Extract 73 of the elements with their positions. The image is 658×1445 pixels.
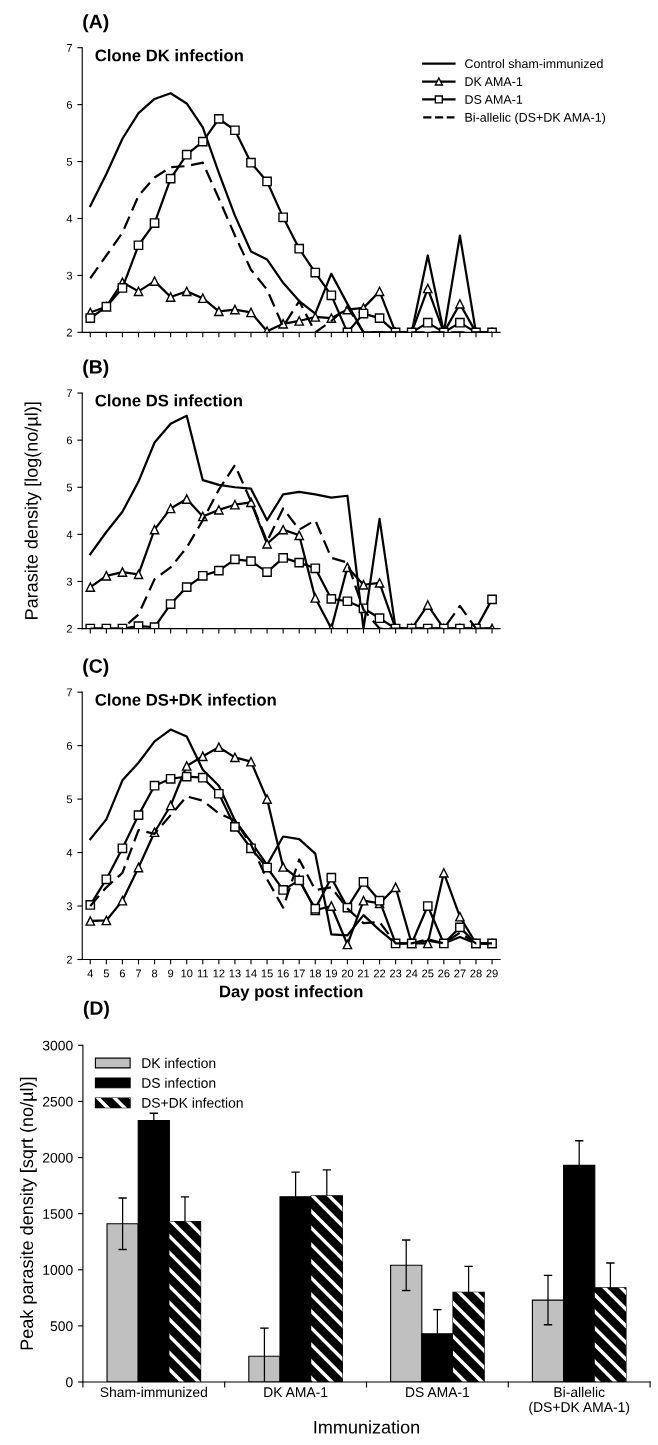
x-tick-label: 16 — [277, 969, 289, 978]
x-tick-label: 23 — [390, 969, 402, 978]
x-tick-label: 6 — [119, 969, 126, 978]
x-tick-label: 4 — [87, 969, 94, 978]
y-tick-label: 3 — [66, 902, 73, 911]
chart-subtitle: Clone DK infection — [95, 49, 243, 62]
legend-label: DS infection — [142, 1077, 216, 1088]
y-tick-label: 0 — [66, 1377, 73, 1388]
y-tick-label: 4 — [66, 214, 73, 223]
y-tick-label: 4 — [66, 530, 73, 539]
x-tick-label: 19 — [326, 969, 337, 978]
x-tick-label: 18 — [309, 969, 321, 978]
x-tick-label: Bi-allelic (DS+DK AMA-1) — [529, 1386, 630, 1415]
x-tick-label: 14 — [245, 969, 257, 978]
y-tick-label: 7 — [66, 688, 72, 697]
x-tick-label: 21 — [357, 969, 370, 978]
chart-title: (C) — [83, 658, 109, 677]
y-tick-label: 2 — [66, 328, 72, 337]
x-tick-label: 7 — [135, 969, 142, 978]
y-tick-label: 500 — [50, 1321, 73, 1332]
y-tick-label: 7 — [66, 44, 72, 52]
x-tick-label: 29 — [486, 969, 498, 978]
y-tick-label: 3 — [66, 577, 73, 586]
y-tick-label: 3 — [66, 271, 73, 280]
x-tick-label: 28 — [470, 969, 482, 978]
x-tick-label: 10 — [181, 969, 193, 978]
y-tick-label: 3000 — [42, 1040, 73, 1051]
legend-label: DS AMA-1 — [465, 95, 523, 104]
x-tick-label: 22 — [373, 969, 386, 978]
x-axis-title: Day post infection — [220, 985, 363, 1001]
x-tick-label: 5 — [103, 969, 109, 978]
legend-label: DK AMA-1 — [465, 77, 523, 86]
y-tick-label: 6 — [66, 436, 73, 445]
x-tick-label: 20 — [341, 969, 354, 978]
x-tick-label: 26 — [438, 969, 450, 978]
y-tick-label: 2 — [66, 955, 72, 964]
y-axis-title: Peak parasite density [sqrt (no/µl)] — [19, 1077, 37, 1350]
x-tick-label: 13 — [229, 969, 241, 978]
y-tick-label: 2500 — [42, 1096, 73, 1107]
y-tick-label: 5 — [66, 795, 73, 804]
y-tick-label: 7 — [66, 389, 72, 398]
chart-title: (D) — [83, 1000, 109, 1019]
y-tick-label: 1500 — [43, 1208, 73, 1219]
y-tick-label: 5 — [66, 483, 73, 492]
chart-subtitle: Clone DS infection — [95, 394, 242, 407]
x-tick-label: 17 — [293, 969, 305, 978]
y-axis-title: Parasite density [log(no/µl)] — [24, 402, 42, 619]
y-tick-label: 6 — [66, 741, 73, 750]
legend-label: Control sham-immunized — [465, 58, 603, 69]
chart-subtitle: Clone DS+DK infection — [95, 693, 276, 706]
y-tick-label: 2 — [66, 624, 72, 633]
y-tick-label: 1000 — [43, 1265, 73, 1275]
x-tick-label: Sham-immunized — [100, 1386, 207, 1398]
legend-label: DS+DK infection — [142, 1097, 243, 1108]
x-tick-label: 12 — [213, 969, 225, 978]
y-tick-label: 2000 — [42, 1152, 73, 1163]
y-tick-label: 6 — [66, 100, 73, 109]
x-tick-label: DS AMA-1 — [406, 1387, 470, 1398]
x-tick-label: 8 — [151, 969, 158, 978]
x-tick-label: 24 — [406, 969, 418, 978]
legend-label: DK infection — [142, 1057, 216, 1069]
chart-title: (A) — [83, 14, 109, 33]
legend-label: Bi-allelic (DS+DK AMA-1) — [465, 112, 606, 125]
x-tick-label: 11 — [197, 969, 209, 978]
x-axis-title: Immunization — [314, 1420, 420, 1434]
x-tick-label: DK AMA-1 — [264, 1387, 328, 1397]
chart-title: (B) — [83, 359, 109, 378]
x-tick-label: 25 — [422, 969, 434, 978]
x-tick-label: 9 — [168, 969, 174, 978]
y-tick-label: 5 — [66, 157, 73, 166]
x-tick-label: 15 — [261, 969, 273, 978]
x-tick-label: 27 — [454, 969, 466, 978]
y-tick-label: 4 — [66, 848, 73, 857]
